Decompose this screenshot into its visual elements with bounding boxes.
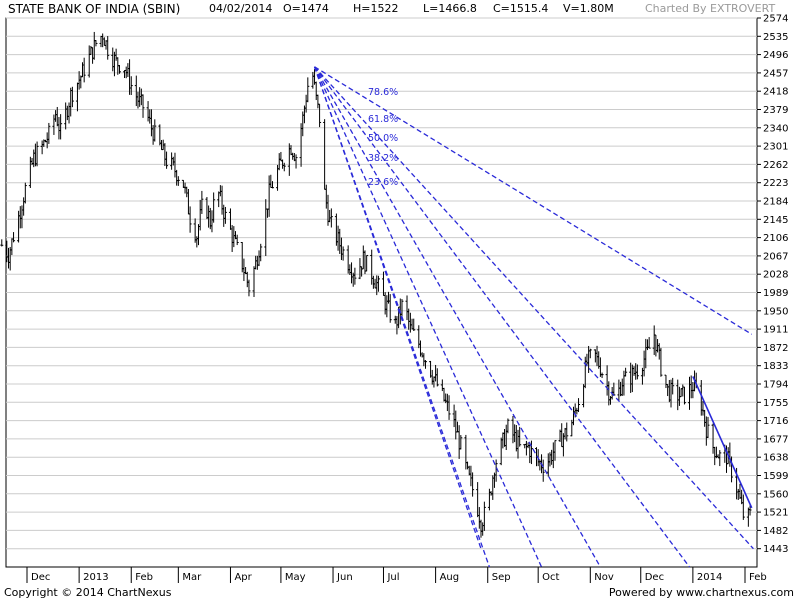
chart-header: STATE BANK OF INDIA (SBIN) 04/02/2014 O=… bbox=[0, 0, 775, 18]
y-tick-label: 1755 bbox=[763, 398, 788, 409]
y-tick-label: 1716 bbox=[763, 416, 788, 427]
y-tick-label: 2574 bbox=[763, 14, 788, 25]
y-tick-label: 2028 bbox=[763, 270, 788, 281]
low-price: L=1466.8 bbox=[423, 2, 477, 15]
y-tick-label: 2379 bbox=[763, 105, 788, 116]
y-tick-label: 1794 bbox=[763, 380, 788, 391]
fib-level-label: 61.8% bbox=[368, 114, 398, 125]
volume: V=1.80M bbox=[563, 2, 614, 15]
x-tick-label: Feb bbox=[749, 572, 767, 583]
y-tick-label: 2262 bbox=[763, 160, 788, 171]
copyright-text: Copyright © 2014 ChartNexus bbox=[4, 586, 172, 599]
y-tick-label: 1833 bbox=[763, 361, 788, 372]
y-tick-label: 1950 bbox=[763, 306, 788, 317]
x-tick-label: Sep bbox=[492, 572, 511, 583]
x-tick-label: Oct bbox=[542, 572, 559, 583]
x-tick-label: Jul bbox=[386, 572, 399, 583]
fibonacci-fan: 78.6% 61.8% 50.0% 38.2% 23.6% bbox=[313, 66, 754, 568]
x-tick-label: Aug bbox=[440, 572, 460, 583]
fib-level-label: 50.0% bbox=[368, 133, 398, 144]
fib-level-label: 38.2% bbox=[368, 153, 398, 164]
y-tick-label: 1521 bbox=[763, 508, 788, 519]
trend-line-group bbox=[692, 376, 753, 509]
close-price: C=1515.4 bbox=[493, 2, 549, 15]
y-tick-label: 1911 bbox=[763, 325, 788, 336]
y-tick-label: 2457 bbox=[763, 68, 788, 79]
fib-fan-line bbox=[313, 66, 543, 568]
y-tick-label: 1638 bbox=[763, 453, 788, 464]
y-tick-label: 1677 bbox=[763, 434, 788, 445]
x-tick-label: Apr bbox=[234, 572, 252, 583]
x-tick-label: Jun bbox=[336, 572, 353, 583]
y-tick-label: 2145 bbox=[763, 215, 788, 226]
x-tick-label: Mar bbox=[182, 572, 202, 583]
y-tick-label: 2106 bbox=[763, 233, 788, 244]
price-bars bbox=[0, 31, 752, 538]
fib-fan-line bbox=[313, 66, 601, 568]
x-tick-label: Dec bbox=[645, 572, 664, 583]
x-axis: Dec 2013 Feb Mar Apr May Jun Jul Aug Sep Oct Nov Dec… bbox=[26, 567, 767, 583]
trend-line bbox=[692, 376, 753, 509]
chart-footer: Copyright © 2014 ChartNexus Powered by w… bbox=[0, 585, 800, 600]
open-price: O=1474 bbox=[283, 2, 329, 15]
x-tick-label: 2013 bbox=[83, 572, 108, 583]
y-tick-label: 2340 bbox=[763, 123, 788, 134]
y-tick-label: 2223 bbox=[763, 178, 788, 189]
y-tick-label: 1872 bbox=[763, 343, 788, 354]
fib-fan-line bbox=[314, 66, 754, 550]
y-tick-label: 1443 bbox=[763, 544, 788, 555]
y-tick-label: 2184 bbox=[763, 197, 788, 208]
fib-fan-line bbox=[314, 66, 691, 568]
y-tick-label: 2418 bbox=[763, 87, 788, 98]
y-tick-label: 1482 bbox=[763, 526, 788, 537]
x-tick-label: Nov bbox=[594, 572, 614, 583]
quote-date: 04/02/2014 bbox=[209, 2, 273, 15]
chart-title: STATE BANK OF INDIA (SBIN) bbox=[8, 2, 181, 16]
chart-credit: Charted By EXTROVERT bbox=[645, 2, 776, 15]
high-price: H=1522 bbox=[353, 2, 399, 15]
x-tick-label: Dec bbox=[31, 572, 50, 583]
y-tick-label: 1989 bbox=[763, 288, 788, 299]
y-tick-label: 2067 bbox=[763, 251, 788, 262]
y-axis: 1443 1482 1521 1560 1599 1638 1677 1716 1755 1794… bbox=[757, 14, 788, 555]
y-tick-label: 2496 bbox=[763, 50, 788, 61]
x-tick-label: May bbox=[285, 572, 306, 583]
y-tick-label: 2535 bbox=[763, 32, 788, 43]
y-tick-label: 2301 bbox=[763, 142, 788, 153]
y-tick-label: 1560 bbox=[763, 489, 788, 500]
fib-level-label: 23.6% bbox=[368, 177, 398, 188]
powered-by-link[interactable]: Powered by www.chartnexus.com bbox=[608, 586, 794, 599]
y-tick-label: 1599 bbox=[763, 471, 788, 482]
fib-fan-line bbox=[314, 66, 753, 335]
fib-level-label: 78.6% bbox=[368, 87, 398, 98]
fib-fan-line bbox=[313, 66, 482, 549]
grid-lines bbox=[6, 17, 757, 550]
x-tick-label: 2014 bbox=[697, 572, 722, 583]
x-tick-label: Feb bbox=[135, 572, 153, 583]
